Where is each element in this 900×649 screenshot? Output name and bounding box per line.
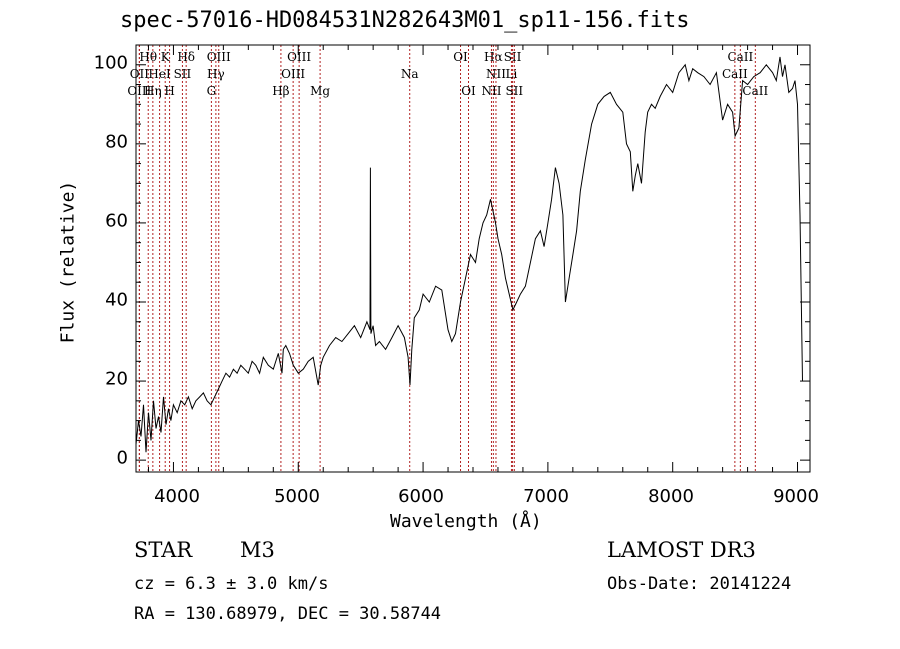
- y-tick-label: 80: [105, 131, 128, 153]
- chart-title: spec-57016-HD084531N282643M01_sp11-156.f…: [120, 8, 690, 33]
- y-tick-label: 60: [105, 210, 128, 232]
- spectral-line-label: HeI: [148, 67, 171, 81]
- spectral-line-label: OIII: [207, 50, 231, 64]
- x-tick-label: 5000: [274, 486, 320, 507]
- x-tick-label: 7000: [523, 486, 569, 507]
- y-tick-label: 40: [105, 289, 128, 311]
- y-tick-label: 100: [93, 52, 128, 74]
- spectral-line-label: OIII: [287, 50, 311, 64]
- x-tick-label: 6000: [398, 486, 444, 507]
- spectrum-line: [135, 56, 803, 453]
- spectral-line-label: CaII: [722, 67, 748, 81]
- y-tick-label: 20: [105, 368, 128, 390]
- spectral-line-label: OIII: [281, 67, 305, 81]
- spectral-line-label: K: [161, 50, 171, 64]
- spectral-line-label: Hβ: [272, 84, 289, 98]
- spectral-line-label: Hθ: [139, 50, 157, 64]
- spectral-line-label: SII: [505, 84, 523, 98]
- survey-name: LAMOST DR3: [607, 538, 756, 562]
- spectral-line-label: OI: [461, 84, 476, 98]
- x-axis-label: Wavelength (Å): [390, 511, 542, 532]
- x-tick-label: 9000: [773, 486, 819, 507]
- obs-date: Obs-Date: 20141224: [607, 574, 792, 594]
- redshift-readout: cz = 6.3 ± 3.0 km/s: [134, 574, 329, 594]
- x-tick-label: 8000: [648, 486, 694, 507]
- spectral-line-label: NII: [486, 67, 506, 81]
- spectral-line-label: SII: [504, 50, 522, 64]
- spectral-line-label: OI: [453, 50, 468, 64]
- spectral-line-label: Hα: [484, 50, 503, 64]
- spectral-line-label: Na: [401, 67, 419, 81]
- x-tick-label: 4000: [154, 486, 200, 507]
- spectral-line-label: G: [207, 84, 217, 98]
- spectral-line-label: NII: [481, 84, 501, 98]
- object-subclass: M3: [240, 538, 275, 562]
- spectral-line-label: Mg: [310, 84, 330, 98]
- coordinates: RA = 130.68979, DEC = 30.58744: [134, 604, 442, 624]
- spectral-line-label: Hη: [144, 84, 162, 98]
- object-class: STAR: [134, 538, 193, 562]
- spectral-line-label: Hγ: [207, 67, 225, 81]
- spectral-line-label: Li: [506, 67, 518, 81]
- spectral-line-label: CaII: [727, 50, 753, 64]
- spectral-line-label: CaII: [742, 84, 768, 98]
- spectral-line-label: OIII: [127, 84, 151, 98]
- y-tick-label: 0: [116, 447, 128, 469]
- spectral-line-label: Hδ: [177, 50, 195, 64]
- spectral-line-label: H: [164, 84, 174, 98]
- y-axis-label: Flux (relative): [57, 180, 79, 344]
- spectral-line-label: SII: [174, 67, 192, 81]
